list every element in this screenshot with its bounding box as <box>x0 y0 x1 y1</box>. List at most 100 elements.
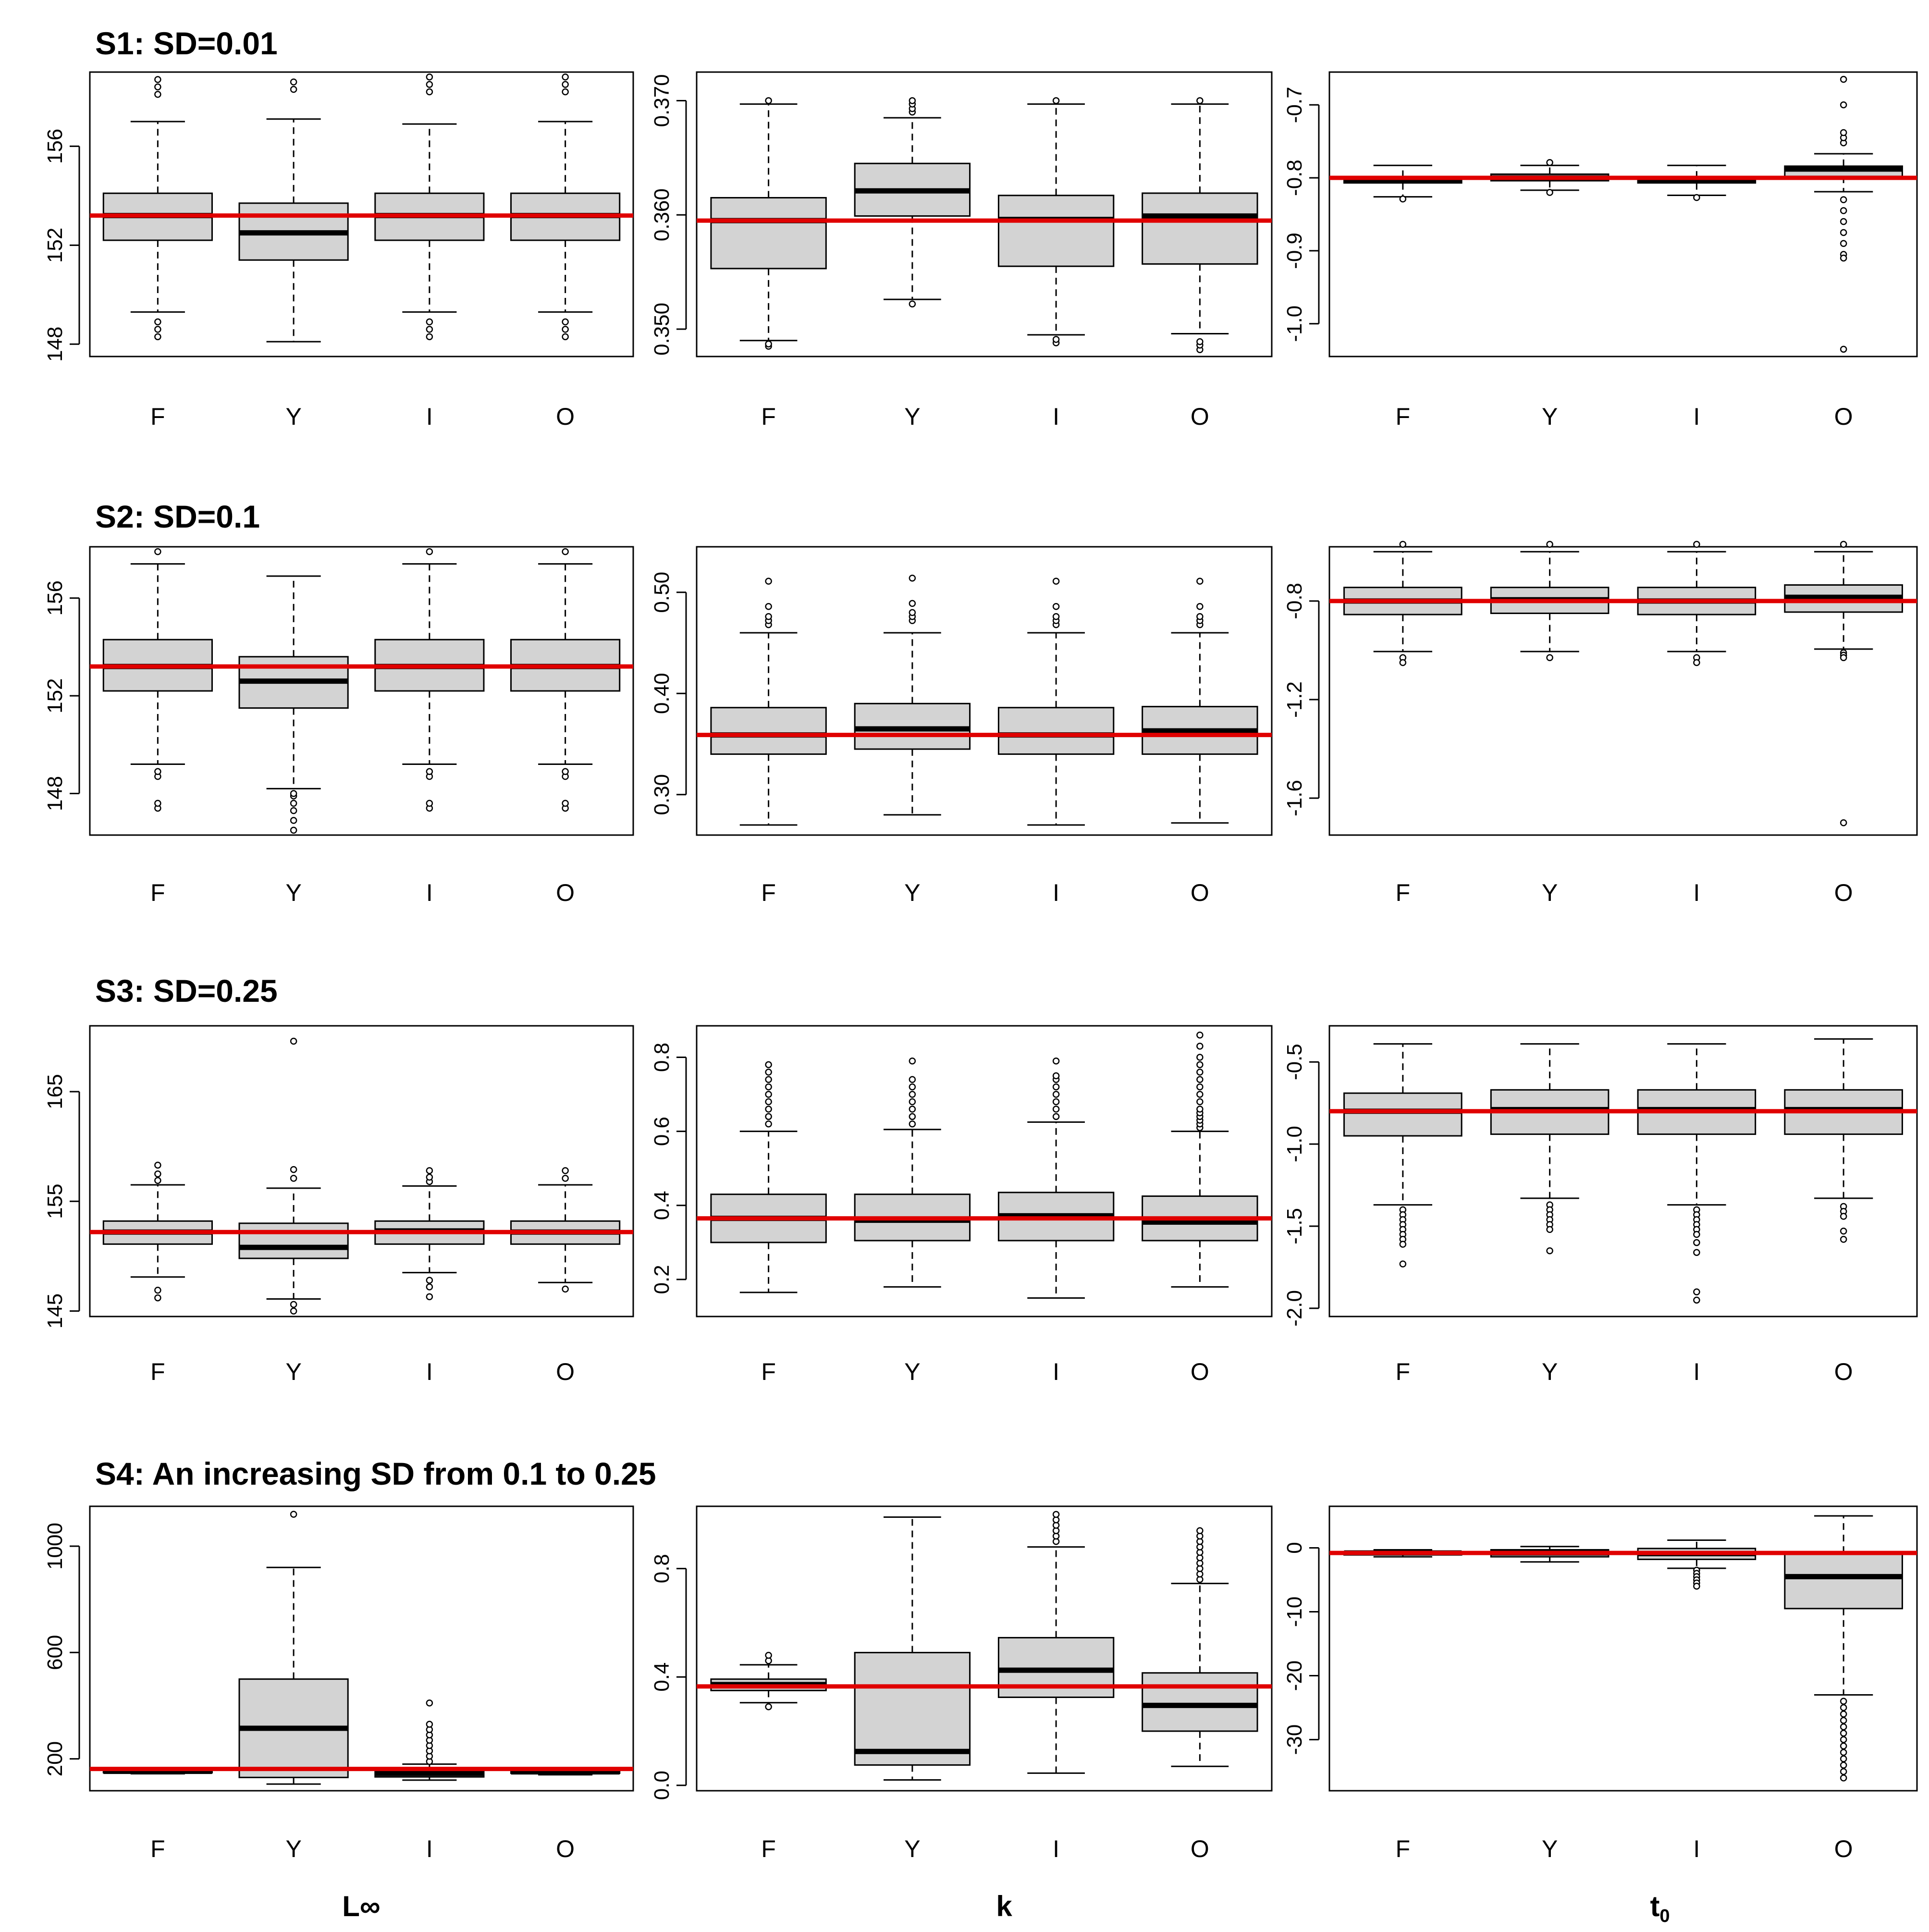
y-tick-label: -0.7 <box>1283 86 1306 123</box>
y-tick-label: 1000 <box>43 1523 67 1570</box>
y-tick-label: -20 <box>1283 1661 1306 1691</box>
outlier-point <box>1196 1043 1204 1050</box>
y-tick-label: 148 <box>43 776 67 811</box>
outlier-point <box>765 1098 772 1106</box>
panel-5: 0.30 0.40 0.50 F Y I O <box>650 546 1273 906</box>
outlier-point <box>1840 541 1847 548</box>
outlier-point <box>1052 1106 1060 1113</box>
y-tick-label: 152 <box>43 678 67 713</box>
outlier-point <box>290 826 297 834</box>
box-O <box>510 74 621 341</box>
category-label-I: I <box>1693 1835 1700 1862</box>
outlier-point <box>909 300 916 308</box>
outlier-point <box>1693 1296 1700 1304</box>
category-label-Y: Y <box>904 1358 920 1385</box>
category-label-I: I <box>1053 879 1059 906</box>
outlier-point <box>426 548 433 555</box>
plot-frame <box>696 1505 1273 1792</box>
outlier-point <box>1840 1768 1847 1775</box>
outlier-point <box>562 74 569 81</box>
outlier-point <box>765 1703 772 1710</box>
outlier-point <box>909 575 916 582</box>
t0-subscript: 0 <box>1659 1906 1670 1926</box>
box-I <box>374 548 485 812</box>
outlier-point <box>1399 195 1407 203</box>
outlier-point <box>1840 1723 1847 1731</box>
outlier-point <box>154 76 161 83</box>
category-label-F: F <box>761 1358 776 1385</box>
outlier-point <box>909 1091 916 1098</box>
category-label-O: O <box>556 879 575 906</box>
outlier-point <box>290 1037 297 1045</box>
panel-8: 0.2 0.4 0.6 0.8 F Y I O <box>650 1025 1273 1385</box>
iqr-box <box>710 707 827 755</box>
outlier-point <box>1693 1288 1700 1295</box>
outlier-point <box>1840 1774 1847 1782</box>
outlier-point <box>765 1076 772 1083</box>
category-label-I: I <box>1053 1835 1059 1862</box>
box-Y <box>854 1057 971 1288</box>
outlier-point <box>1840 1236 1847 1243</box>
iqr-box <box>854 1651 971 1766</box>
scenario-title: S3: SD=0.25 <box>95 973 278 1009</box>
y-tick-label: 200 <box>43 1741 67 1776</box>
outlier-point <box>154 1161 161 1169</box>
outlier-point <box>562 548 569 555</box>
outlier-point <box>562 1175 569 1182</box>
outlier-point <box>765 1120 772 1128</box>
y-tick-label: 0.8 <box>650 1043 674 1072</box>
outlier-point <box>1840 1228 1847 1235</box>
outlier-point <box>1693 1249 1700 1256</box>
panel-7: 145 155 165 F Y I O S3: SD=0.25 <box>43 973 634 1385</box>
box-O <box>1142 97 1258 353</box>
outlier-point <box>909 1106 916 1113</box>
outlier-point <box>1196 1069 1204 1076</box>
plot-frame <box>1328 546 1918 836</box>
outlier-point <box>1196 1106 1204 1113</box>
outlier-point <box>290 800 297 807</box>
outlier-point <box>1693 541 1700 548</box>
outlier-point <box>426 1699 433 1707</box>
y-tick-label: 0.0 <box>650 1771 674 1800</box>
y-tick-label: 600 <box>43 1635 67 1670</box>
y-tick-label: 165 <box>43 1074 67 1109</box>
y-tick-label: 148 <box>43 327 67 362</box>
y-tick-label: 0.6 <box>650 1117 674 1146</box>
box-O <box>1784 1515 1903 1782</box>
outlier-point <box>1840 1704 1847 1711</box>
outlier-point <box>426 81 433 88</box>
outlier-point <box>1546 541 1553 548</box>
iqr-box <box>1142 1672 1258 1732</box>
y-tick-label: -0.8 <box>1283 583 1306 619</box>
box-Y <box>238 1037 349 1315</box>
category-label-I: I <box>1693 1358 1700 1385</box>
outlier-point <box>1196 1032 1204 1039</box>
y-tick-label: 0.8 <box>650 1554 674 1583</box>
box-F <box>710 97 827 350</box>
outlier-point <box>1399 1241 1407 1248</box>
outlier-point <box>1840 207 1847 214</box>
category-label-F: F <box>150 1835 165 1862</box>
box-F <box>102 76 213 341</box>
box-Y <box>238 575 349 834</box>
iqr-box <box>1343 1092 1462 1137</box>
iqr-box <box>238 1222 349 1259</box>
category-label-F: F <box>150 879 165 906</box>
plot-frame <box>1328 1025 1918 1317</box>
y-tick-label: 155 <box>43 1184 67 1219</box>
category-label-O: O <box>1834 879 1853 906</box>
category-label-I: I <box>1693 879 1700 906</box>
y-tick-label: -0.9 <box>1283 233 1306 269</box>
category-label-F: F <box>1396 403 1411 430</box>
outlier-point <box>290 1175 297 1182</box>
outlier-point <box>1693 1583 1700 1590</box>
outlier-point <box>909 1083 916 1091</box>
box-Y <box>854 97 971 308</box>
outlier-point <box>1196 1076 1204 1083</box>
panel-3: -1.0 -0.9 -0.8 -0.7 F Y I O <box>1283 71 1918 430</box>
y-tick-label: 0.40 <box>650 673 674 714</box>
y-tick-label: 0.4 <box>650 1191 674 1220</box>
panel-4: 148 152 156 F Y I O S2: SD=0.1 <box>43 499 634 906</box>
outlier-point <box>765 1651 772 1659</box>
